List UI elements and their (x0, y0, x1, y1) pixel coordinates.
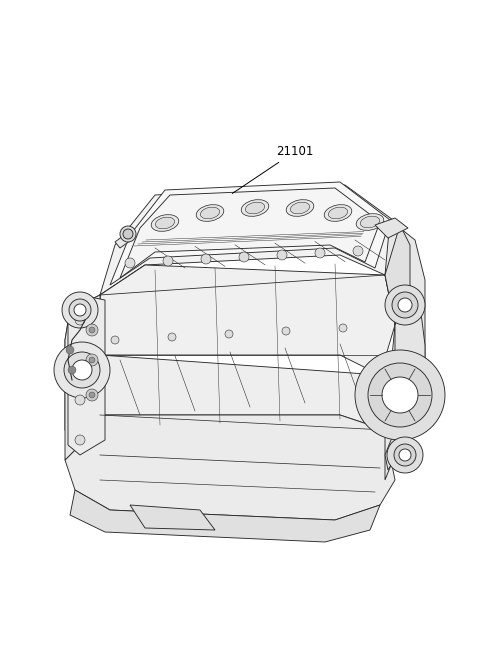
Circle shape (277, 250, 287, 260)
Circle shape (315, 248, 325, 258)
Circle shape (392, 292, 418, 318)
Circle shape (75, 355, 85, 365)
Circle shape (385, 285, 425, 325)
Polygon shape (385, 225, 410, 325)
Circle shape (86, 354, 98, 366)
Circle shape (69, 299, 91, 321)
Circle shape (75, 395, 85, 405)
Circle shape (201, 254, 211, 264)
Ellipse shape (356, 214, 384, 230)
Circle shape (66, 346, 74, 354)
Text: 21101: 21101 (232, 145, 314, 194)
Polygon shape (65, 295, 100, 460)
Circle shape (339, 324, 347, 332)
Ellipse shape (151, 215, 179, 232)
Circle shape (394, 444, 416, 466)
Circle shape (382, 377, 418, 413)
Circle shape (398, 298, 412, 312)
Circle shape (86, 324, 98, 336)
Circle shape (168, 333, 176, 341)
Polygon shape (110, 182, 390, 285)
Circle shape (120, 226, 136, 242)
Ellipse shape (196, 205, 224, 221)
Polygon shape (100, 185, 400, 295)
Circle shape (64, 352, 100, 388)
Polygon shape (130, 505, 215, 530)
Polygon shape (95, 355, 385, 430)
Polygon shape (385, 225, 410, 325)
Polygon shape (120, 188, 380, 278)
Circle shape (387, 437, 423, 473)
Polygon shape (385, 220, 425, 480)
Polygon shape (95, 265, 145, 365)
Circle shape (68, 366, 76, 374)
Circle shape (125, 258, 135, 268)
Ellipse shape (290, 202, 310, 214)
Ellipse shape (245, 202, 264, 214)
Circle shape (75, 435, 85, 445)
Circle shape (75, 315, 85, 325)
Polygon shape (115, 232, 134, 248)
Circle shape (62, 292, 98, 328)
Polygon shape (385, 285, 425, 470)
Circle shape (355, 350, 445, 440)
Circle shape (368, 363, 432, 427)
Circle shape (225, 330, 233, 338)
Circle shape (86, 389, 98, 401)
Circle shape (89, 392, 95, 398)
Circle shape (163, 256, 173, 266)
Circle shape (123, 229, 133, 239)
Circle shape (239, 252, 249, 262)
Polygon shape (375, 218, 408, 238)
Circle shape (72, 360, 92, 380)
Polygon shape (65, 295, 100, 450)
Ellipse shape (328, 207, 348, 219)
Circle shape (353, 246, 363, 256)
Ellipse shape (286, 199, 314, 216)
Polygon shape (100, 265, 395, 375)
Circle shape (111, 336, 119, 344)
Circle shape (54, 342, 110, 398)
Ellipse shape (200, 207, 220, 219)
Ellipse shape (324, 205, 352, 221)
Ellipse shape (241, 199, 269, 216)
Circle shape (89, 357, 95, 363)
Ellipse shape (360, 216, 380, 228)
Circle shape (399, 449, 411, 461)
Circle shape (282, 327, 290, 335)
Polygon shape (68, 295, 105, 455)
Polygon shape (70, 490, 380, 542)
Polygon shape (65, 415, 395, 520)
Circle shape (74, 304, 86, 316)
Ellipse shape (156, 217, 175, 229)
Circle shape (89, 327, 95, 333)
